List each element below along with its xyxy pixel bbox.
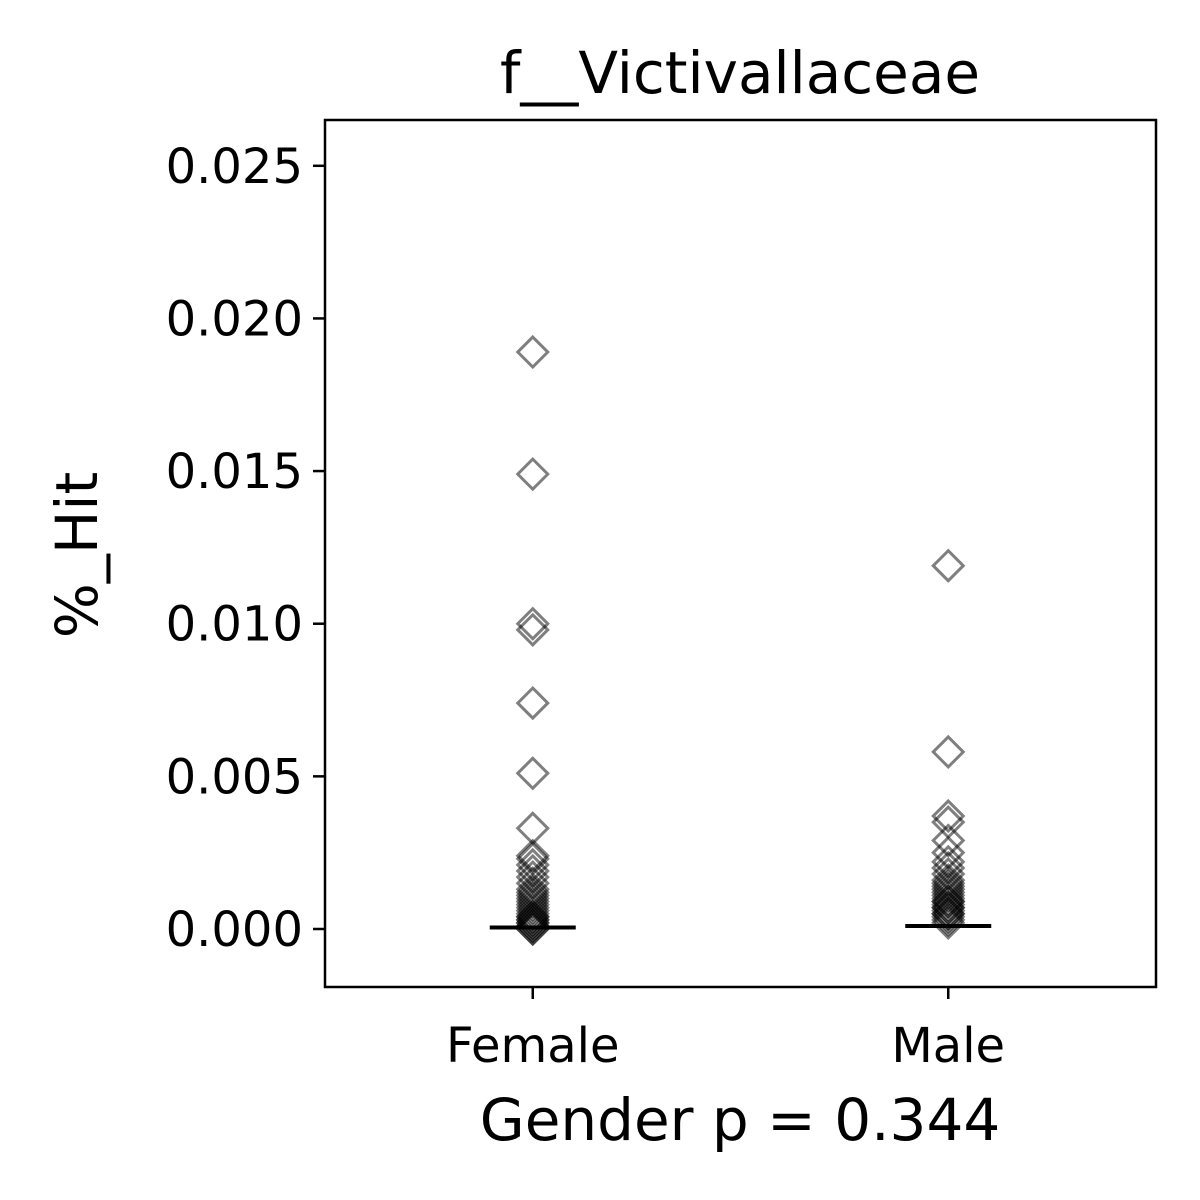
data-point [931,548,966,583]
data-point [515,890,550,925]
data-point [515,606,550,641]
data-point [931,905,966,941]
data-point [931,823,966,858]
data-point [515,887,550,922]
y-tick-label: 0.010 [166,597,303,653]
data-point [931,890,966,925]
data-point [931,878,966,913]
data-point [931,887,966,922]
data-point [515,457,550,492]
plot-area [489,334,992,947]
data-point [515,884,550,919]
data-point [515,756,550,791]
data-point [931,881,966,916]
x-axis-label: Gender p = 0.344 [480,1086,1001,1154]
data-point [515,905,550,941]
data-point [515,899,550,934]
y-tick-label: 0.015 [166,444,303,500]
x-tick-label: Male [891,1018,1005,1074]
data-point [515,838,550,873]
data-point [931,902,966,937]
data-point [515,911,550,947]
plot-frame [323,118,1158,989]
data-point [931,899,966,934]
y-tick-label: 0.005 [166,749,303,805]
data-point [931,798,966,834]
y-tick-label: 0.020 [166,291,303,347]
data-point [931,884,966,919]
x-tick-label: Female [446,1018,620,1074]
data-point [515,685,550,721]
y-axis-label: %_Hit [43,472,111,639]
data-point [931,734,966,770]
data-point [515,612,550,647]
y-tick-label: 0.025 [166,139,303,195]
data-point [515,334,550,370]
data-point [515,908,550,944]
y-tick-label: 0.000 [166,902,303,958]
data-point [931,896,966,931]
chart-title: f__Victivallaceae [500,39,980,107]
data-point [515,902,550,937]
